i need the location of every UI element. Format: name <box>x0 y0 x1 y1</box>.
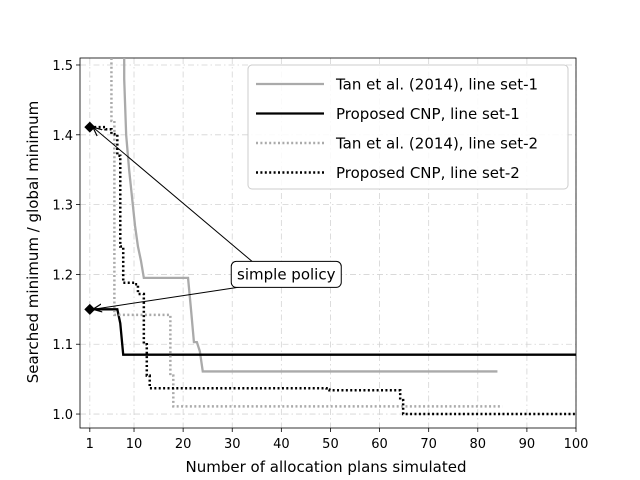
y-tick-label: 1.4 <box>52 129 73 144</box>
series-lines <box>89 58 576 416</box>
y-tick-label: 1.3 <box>52 199 73 214</box>
y-tick-label: 1.1 <box>52 338 73 353</box>
annotation-box <box>230 260 342 288</box>
x-tick-label: 80 <box>470 437 487 452</box>
legend-label-2: Proposed CNP, line set-1 <box>336 105 520 123</box>
x-tick-label: 20 <box>175 437 192 452</box>
x-tick-label: 60 <box>371 437 388 452</box>
x-tick-label: 50 <box>322 437 339 452</box>
x-tick-label: 90 <box>519 437 536 452</box>
x-tick-label: 100 <box>564 437 589 452</box>
y-axis-label: Searched minimum / global minimum <box>24 101 42 384</box>
x-tick-label: 1 <box>86 437 94 452</box>
x-tick-label: 10 <box>126 437 143 452</box>
x-tick-label: 40 <box>273 437 290 452</box>
y-tick-label: 1.2 <box>52 268 73 283</box>
legend-label-3: Tan et al. (2014), line set-2 <box>335 135 538 153</box>
series-line-1 <box>123 58 498 373</box>
x-tick-label: 30 <box>224 437 241 452</box>
x-tick-label: 70 <box>420 437 437 452</box>
annotation-arrow <box>93 127 254 263</box>
diamond-marker <box>84 121 96 133</box>
legend-label-4: Proposed CNP, line set-2 <box>336 164 520 182</box>
legend: Tan et al. (2014), line set-1 Proposed CN… <box>247 64 569 190</box>
series-line-3 <box>110 58 503 408</box>
plot-frame <box>79 57 577 429</box>
diamond-marker <box>84 303 96 315</box>
legend-box <box>247 64 569 190</box>
legend-label-1: Tan et al. (2014), line set-1 <box>335 76 538 94</box>
markers <box>84 121 96 315</box>
x-axis-label: Number of allocation plans simulated <box>186 458 467 476</box>
series-line-2 <box>89 308 576 356</box>
axes: 1 10 20 30 40 50 60 70 80 90 100 1.0 1.1 1.2 1.3 1.4 1.5 <box>52 57 589 452</box>
annotation-arrow <box>93 285 245 309</box>
y-tick-label: 1.5 <box>52 59 73 74</box>
annotation-text: simple policy <box>237 265 336 283</box>
annotation: simple policy <box>93 127 342 309</box>
y-tick-label: 1.0 <box>52 408 73 423</box>
